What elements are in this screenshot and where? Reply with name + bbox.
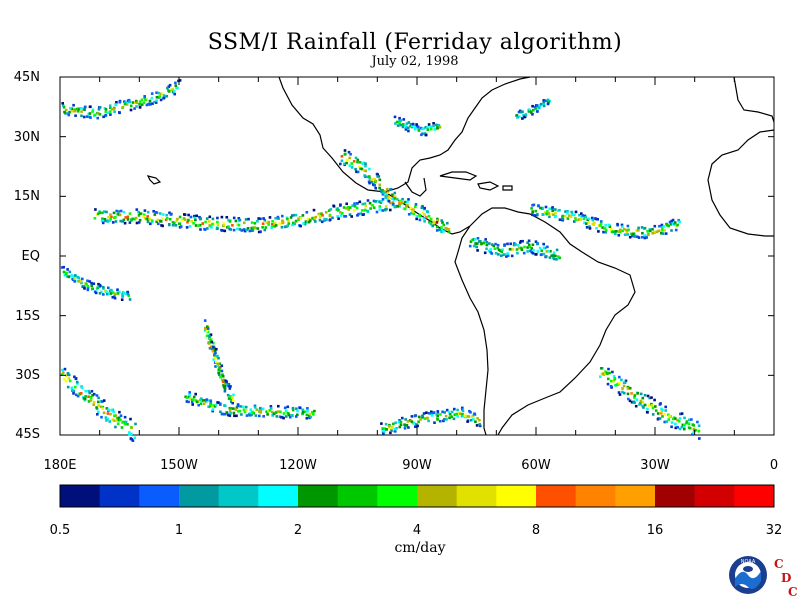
map-frame <box>59 76 775 436</box>
colorbar-swatch <box>655 485 696 507</box>
lon-label-150w: 150W <box>160 458 198 473</box>
colorbar-tick-32: 32 <box>765 523 783 538</box>
colorbar-swatch <box>377 485 418 507</box>
rain-band-north-pacific <box>61 79 182 120</box>
lon-label-90w: 90W <box>402 458 432 473</box>
map-title: SSM/I Rainfall (Ferriday algorithm) <box>207 30 623 55</box>
lon-label-0: 0 <box>769 458 779 473</box>
rain-band-spcz <box>203 319 235 405</box>
lat-label-45s: 45S <box>15 427 40 442</box>
colorbar-tick-1: 1 <box>174 523 184 538</box>
lat-label-30s: 30S <box>15 368 40 383</box>
cdc-letter-c2: C <box>788 585 798 598</box>
lon-label-60w: 60W <box>521 458 551 473</box>
lon-label-30w: 30W <box>640 458 670 473</box>
colorbar-tick-8: 8 <box>531 523 541 538</box>
colorbar-tick-4: 4 <box>412 523 422 538</box>
coastlines <box>146 76 775 436</box>
colorbar-tick-16: 16 <box>646 523 664 538</box>
colorbar-swatch <box>60 485 101 507</box>
rain-band-gulf-coast <box>393 115 442 137</box>
rain-band-south-america-west <box>380 406 482 435</box>
lat-label-15s: 15S <box>15 309 40 324</box>
cdc-letter-d: D <box>781 571 791 585</box>
colorbar-swatch <box>298 485 339 507</box>
rainfall-bands <box>60 79 701 442</box>
rain-band-itcz-atlantic <box>530 203 681 240</box>
lat-label-45n: 45N <box>13 70 40 85</box>
rain-band-itcz-pacific <box>93 197 402 234</box>
rain-band-south-pacific-west <box>60 265 132 301</box>
colorbar-swatch <box>99 485 140 507</box>
colorbar-swatch <box>734 485 775 507</box>
colorbar-swatch <box>417 485 458 507</box>
colorbar-swatch <box>258 485 299 507</box>
latitude-ticks <box>60 76 774 436</box>
colorbar-swatch <box>139 485 180 507</box>
colorbar-border <box>59 484 775 508</box>
longitude-ticks <box>59 77 775 435</box>
lon-label-180e: 180E <box>43 458 77 473</box>
rain-band-south-pacific-front <box>184 391 316 420</box>
lon-label-120w: 120W <box>279 458 317 473</box>
lat-label-eq: EQ <box>21 249 40 264</box>
colorbar-unit-label: cm/day <box>394 540 446 556</box>
noaa-logo-text: NOAA <box>741 559 756 565</box>
rain-band-north-atlantic <box>515 98 551 120</box>
colorbar-swatch <box>456 485 497 507</box>
colorbar-tick-2: 2 <box>293 523 303 538</box>
colorbar-swatch <box>496 485 537 507</box>
lat-label-15n: 15N <box>13 189 40 204</box>
colorbar <box>59 484 775 508</box>
colorbar-swatch <box>337 485 378 507</box>
colorbar-swatch <box>694 485 735 507</box>
colorbar-swatch <box>536 485 577 507</box>
rain-band-south-atlantic <box>599 367 701 440</box>
noaa-cdc-logo: NOAA C D C <box>729 556 798 598</box>
colorbar-swatch <box>575 485 616 507</box>
rain-band-amazon <box>468 237 562 261</box>
colorbar-tick-0.5: 0.5 <box>49 523 71 538</box>
colorbar-swatch <box>615 485 656 507</box>
map-date: July 02, 1998 <box>371 54 459 69</box>
rain-band-southwest-corner <box>60 367 137 442</box>
lat-label-30n: 30N <box>13 130 40 145</box>
cdc-letter-c1: C <box>774 557 784 571</box>
colorbar-swatch <box>179 485 220 507</box>
colorbar-swatch <box>218 485 259 507</box>
rain-band-central-america <box>339 149 451 234</box>
